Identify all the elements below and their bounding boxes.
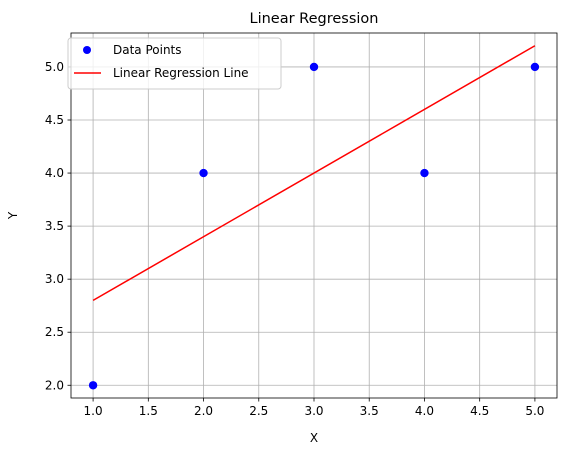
y-tick-label: 4.5 (45, 113, 64, 127)
y-tick-label: 5.0 (45, 60, 64, 74)
y-tick-label: 2.5 (45, 325, 64, 339)
x-tick-label: 4.5 (470, 404, 489, 418)
x-tick-label: 1.0 (84, 404, 103, 418)
data-point (199, 168, 208, 178)
x-tick-label: 5.0 (525, 404, 544, 418)
x-tick-label: 1.5 (139, 404, 158, 418)
chart-title: Linear Regression (250, 11, 379, 27)
x-tick-label: 2.5 (249, 404, 268, 418)
legend-box (67, 37, 282, 90)
legend-label-data-points: Data Points (113, 43, 182, 57)
data-point (530, 62, 540, 72)
x-tick-label: 3.5 (360, 404, 379, 418)
y-axis-label: Y (6, 211, 20, 220)
y-tick-label: 3.5 (45, 219, 64, 233)
data-point (309, 62, 319, 72)
regression-line-layer (92, 45, 536, 302)
x-axis-label: X (310, 431, 318, 445)
legend-marker-data-points (83, 46, 91, 54)
y-tick-label: 3.0 (45, 272, 64, 286)
x-tick-label: 2.0 (194, 404, 213, 418)
x-tick-label: 3.0 (304, 404, 323, 418)
data-point (88, 381, 98, 390)
y-axis-ticks: 2.0 2.5 3.0 3.5 4.0 4.5 5.0 (45, 60, 71, 392)
x-tick-label: 4.0 (415, 404, 434, 418)
y-tick-label: 2.0 (45, 378, 64, 392)
regression-line (92, 45, 536, 302)
x-axis-ticks: 1.0 1.5 2.0 2.5 3.0 3.5 4.0 4.5 5.0 (84, 398, 544, 418)
data-point (420, 168, 429, 178)
data-points-layer (88, 62, 540, 390)
legend-label-regression-line: Linear Regression Line (113, 66, 249, 80)
legend: Data Points Linear Regression Line (67, 37, 282, 90)
y-tick-label: 4.0 (45, 166, 64, 180)
